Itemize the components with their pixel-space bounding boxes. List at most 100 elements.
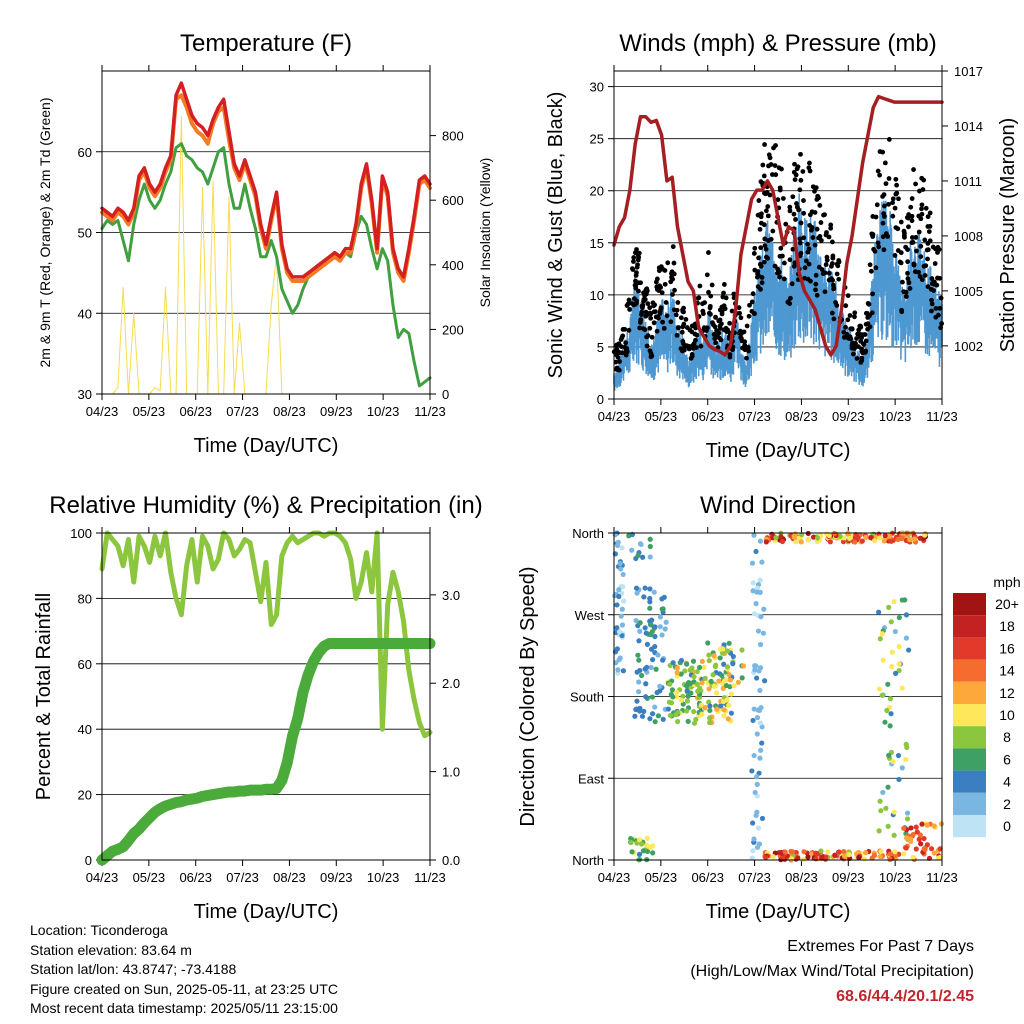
y-tick-label: 20 — [590, 184, 604, 199]
gust-point — [794, 201, 799, 206]
gust-point — [750, 291, 756, 297]
gust-point — [875, 168, 881, 174]
gust-point — [662, 268, 668, 273]
y2-tick-label: 1002 — [954, 339, 983, 354]
gust-point — [635, 262, 640, 268]
y2-axis-label: Solar Insolation (Yellow) — [477, 158, 493, 308]
wind-direction-point — [750, 588, 756, 594]
gust-point — [797, 240, 803, 246]
gust-point — [913, 235, 919, 240]
gust-point — [933, 305, 939, 311]
figure-created: Figure created on Sun, 2025-05-11, at 23… — [30, 980, 338, 997]
gust-point — [792, 161, 797, 167]
gust-point — [615, 354, 621, 360]
wind-direction-point — [880, 789, 886, 796]
wind-direction-point — [691, 708, 697, 715]
gust-point — [919, 211, 925, 217]
x-tick-label: 05/23 — [133, 870, 166, 885]
colorbar-label: 12 — [999, 685, 1015, 701]
gust-point — [645, 301, 651, 307]
gust-point — [858, 338, 864, 344]
gust-point — [881, 247, 887, 253]
wind-direction-point — [695, 688, 701, 694]
wind-direction-point — [752, 789, 758, 796]
wind-direction-point — [891, 832, 897, 838]
wind-direction-point — [633, 617, 639, 624]
wind-direction-point — [805, 854, 811, 860]
wind-direction-point — [706, 652, 712, 658]
gust-point — [937, 275, 942, 281]
x-tick-label: 07/23 — [226, 870, 259, 885]
gust-point — [803, 258, 809, 264]
gust-point — [766, 152, 772, 158]
wind-direction-point — [655, 652, 661, 658]
gust-point — [765, 238, 771, 243]
gust-point — [798, 250, 804, 256]
wind-direction-point — [750, 717, 756, 724]
wind-direction-point — [918, 841, 924, 847]
gust-point — [831, 316, 837, 322]
gust-point — [909, 213, 915, 219]
wind-direction-point — [759, 559, 765, 565]
gust-point — [713, 315, 719, 320]
wind-direction-point — [800, 856, 806, 863]
gust-point — [761, 222, 767, 228]
wind-direction-point — [750, 820, 756, 826]
chart-title: Wind Direction — [700, 492, 856, 519]
wind-direction-point — [757, 687, 763, 694]
wind-direction-point — [684, 683, 690, 689]
gust-point — [658, 264, 664, 270]
wind-direction-point — [699, 658, 705, 664]
x-tick-label: 06/23 — [179, 870, 212, 885]
wind-direction-point — [896, 661, 902, 667]
wind-direction-point — [885, 823, 891, 829]
gust-point — [770, 228, 776, 234]
gust-point — [845, 335, 851, 341]
gust-point — [885, 234, 891, 239]
series-dewpoint-2m — [100, 142, 432, 388]
gust-point — [926, 229, 932, 234]
wind-direction-point — [751, 752, 757, 759]
gust-point — [875, 240, 881, 246]
gust-point — [670, 244, 676, 250]
wind-direction-point — [917, 535, 923, 541]
gust-point — [816, 195, 821, 201]
wind-direction-point — [665, 706, 671, 712]
wind-direction-point — [913, 846, 919, 852]
gust-point — [805, 241, 810, 247]
wind-direction-point — [619, 622, 626, 628]
y-tick-label: 20 — [78, 788, 92, 803]
gust-point — [881, 214, 887, 219]
gust-point — [916, 229, 922, 235]
wind-direction-point — [755, 628, 762, 634]
wind-direction-point — [721, 707, 727, 713]
wind-direction-point — [842, 853, 848, 859]
gust-point — [644, 343, 650, 349]
gust-point — [806, 261, 812, 267]
extremes-values: 68.6/44.4/20.1/2.45 — [836, 988, 974, 1005]
gust-point — [723, 295, 729, 301]
gust-point — [668, 279, 674, 285]
wind-direction-point — [899, 597, 905, 603]
gust-point — [822, 289, 828, 295]
gust-point — [686, 346, 692, 352]
gust-point — [850, 351, 856, 357]
wind-direction-point — [719, 650, 726, 656]
gust-point — [896, 196, 901, 202]
gust-point — [741, 329, 747, 335]
wind-direction-point — [827, 539, 833, 545]
wind-direction-point — [899, 765, 905, 771]
wind-direction-point — [757, 577, 763, 583]
gust-point — [798, 177, 804, 183]
y-tick-label: North — [572, 853, 604, 868]
gust-point — [790, 194, 796, 200]
wind-direction-point — [896, 776, 902, 783]
wind-direction-point — [888, 538, 894, 544]
gust-point — [919, 175, 925, 181]
wind-direction-point — [728, 710, 734, 716]
wind-direction-point — [876, 828, 882, 834]
gust-point — [620, 333, 626, 339]
gust-point — [835, 263, 841, 269]
gust-point — [858, 359, 864, 365]
